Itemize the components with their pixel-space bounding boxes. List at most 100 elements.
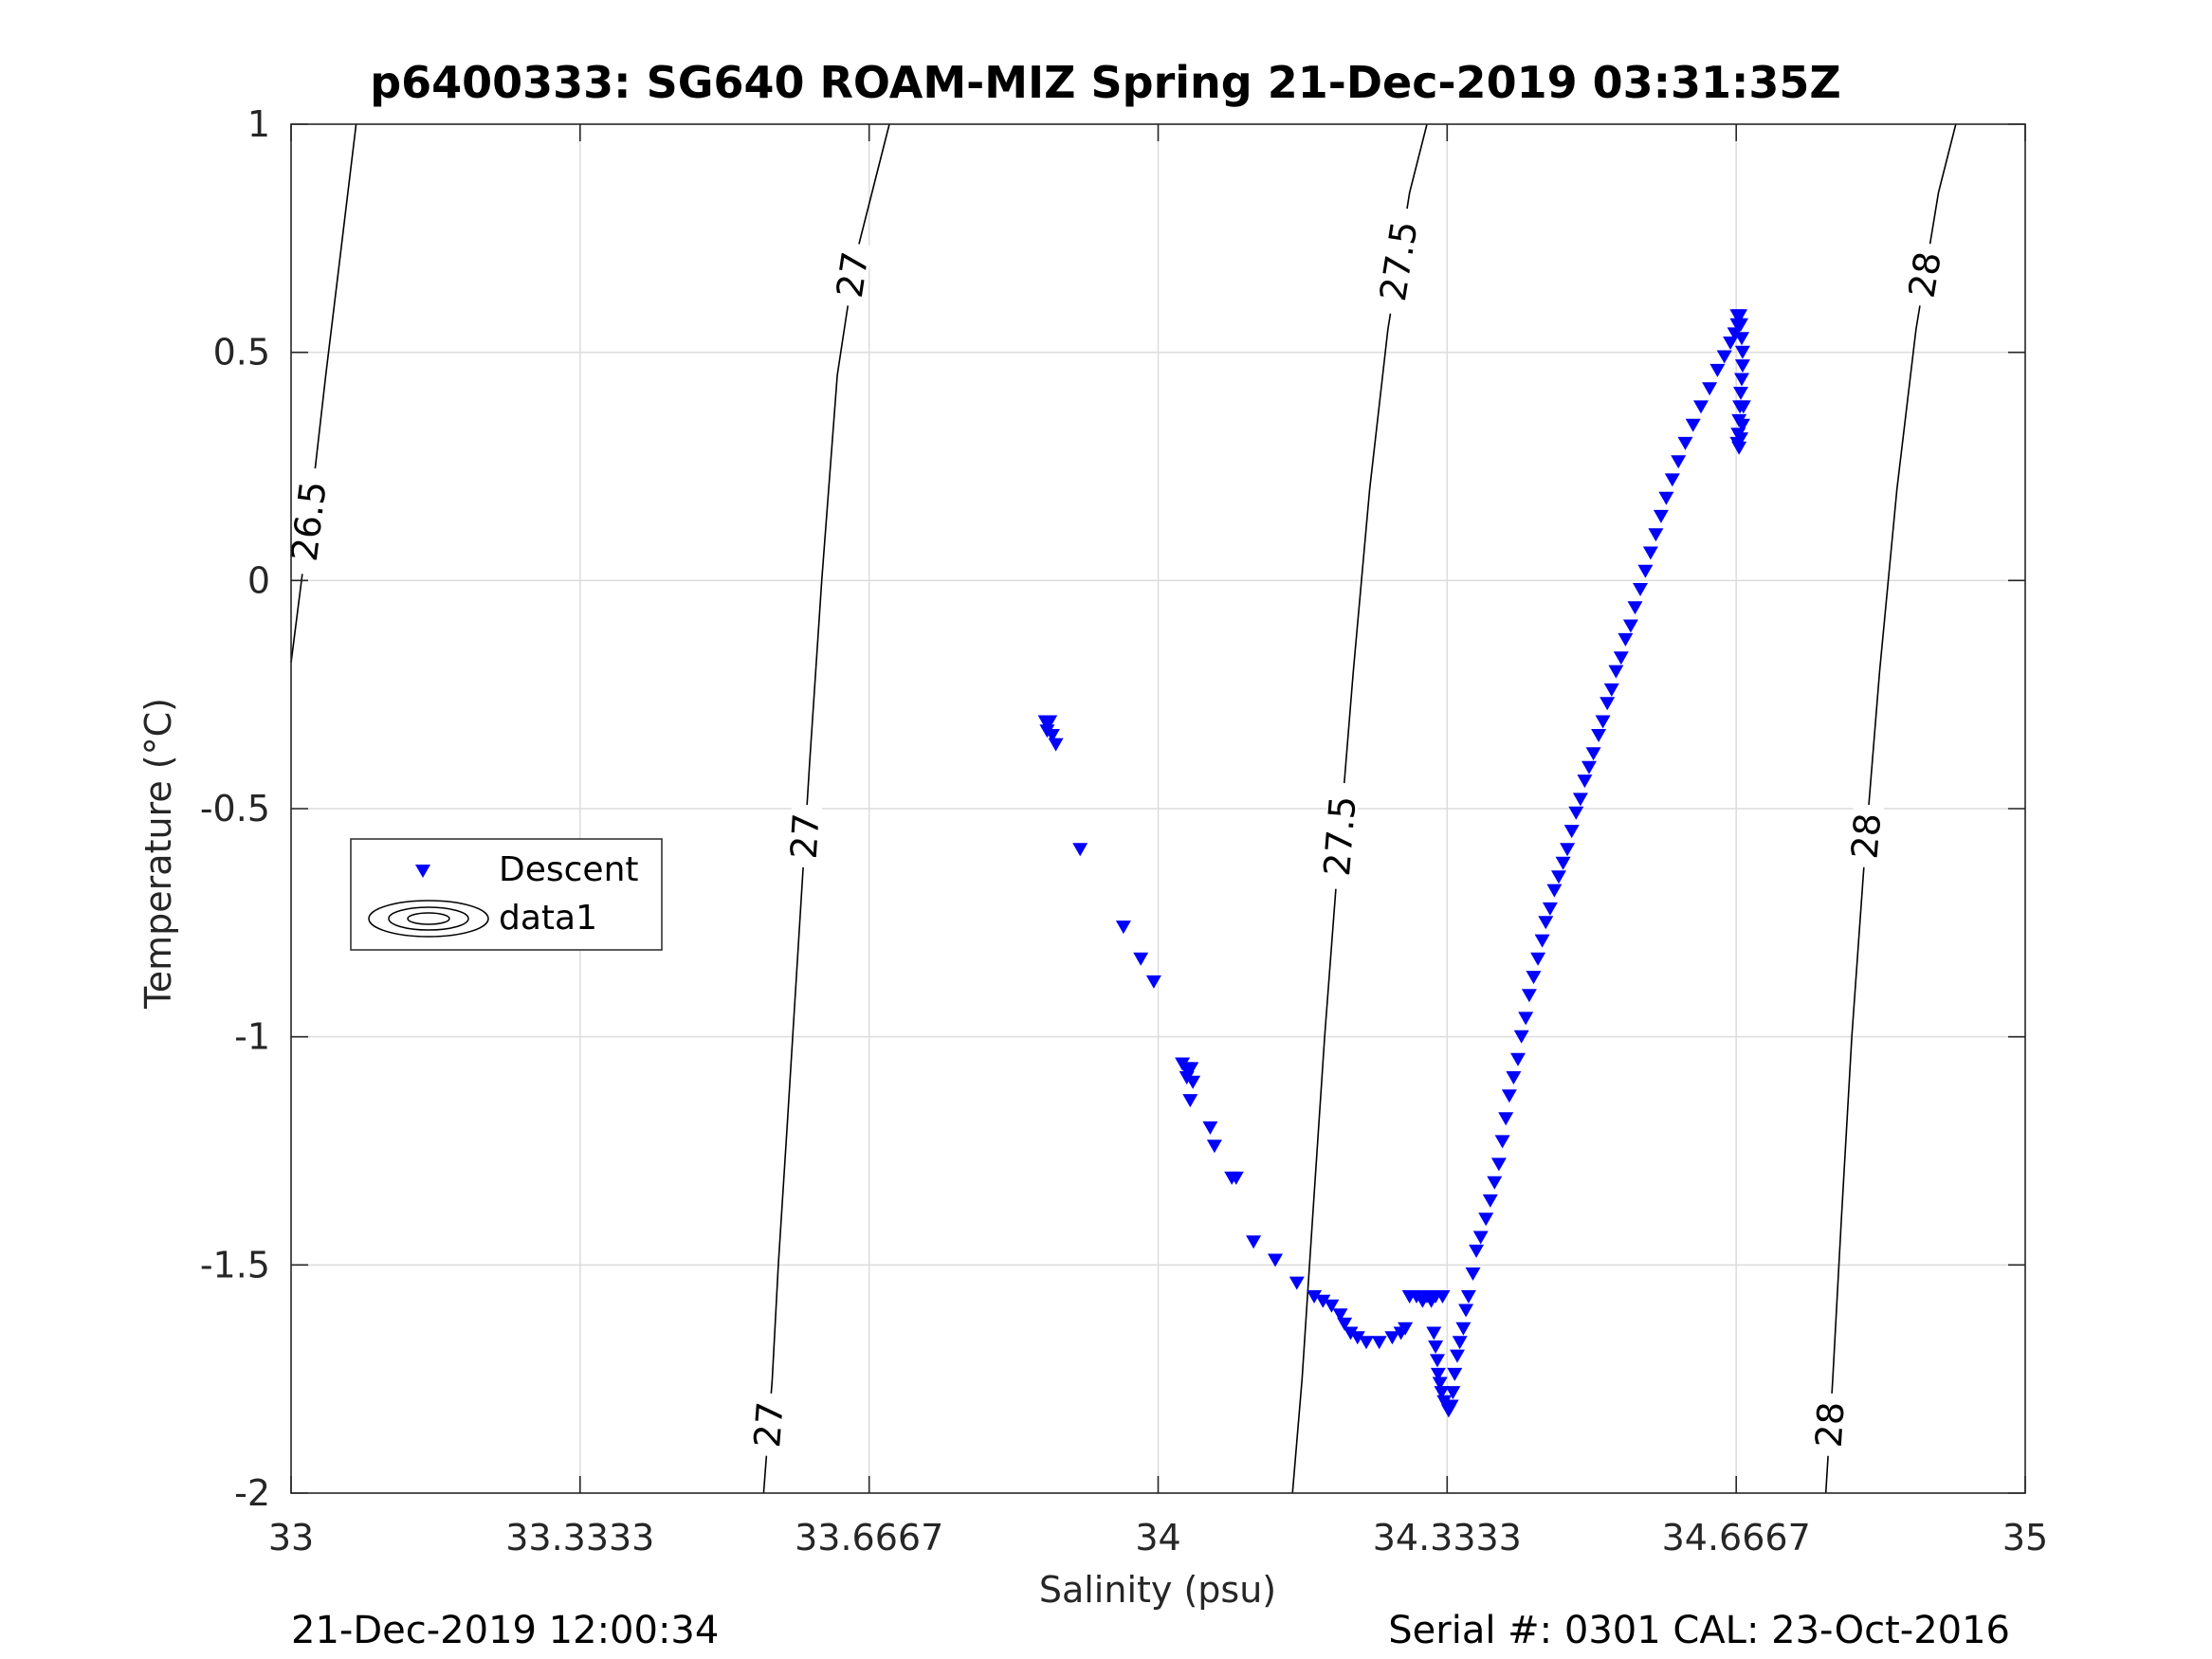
descent-point <box>1572 793 1588 807</box>
descent-point <box>1447 1367 1463 1381</box>
descent-point <box>1608 665 1624 679</box>
descent-point <box>1521 989 1537 1003</box>
descent-point <box>1435 1290 1451 1304</box>
grid <box>291 124 2025 1493</box>
descent-point <box>1702 382 1718 396</box>
contour-label-group: 27 <box>783 803 828 868</box>
y-axis-label: Temperature (°C) <box>137 698 179 1010</box>
contour-label-group: 28 <box>1901 241 1949 308</box>
x-tick-label: 33.6667 <box>795 1517 943 1559</box>
descent-point <box>1733 318 1748 332</box>
descent-point <box>1716 350 1732 364</box>
descent-point <box>1202 1121 1218 1135</box>
descent-point <box>1618 632 1634 647</box>
descent-point <box>1734 345 1750 359</box>
descent-point <box>1183 1062 1199 1076</box>
descent-point <box>1458 1304 1474 1318</box>
descent-point <box>1653 509 1669 523</box>
legend-box <box>350 838 663 951</box>
descent-point <box>1526 971 1542 985</box>
descent-point <box>1530 952 1546 966</box>
descent-point <box>1490 1158 1507 1172</box>
y-tick-label: -1 <box>234 1016 270 1058</box>
descent-point <box>1685 418 1701 432</box>
descent-point <box>1568 806 1584 820</box>
contour-label-group: 28 <box>1808 1392 1853 1457</box>
descent-point <box>1482 1194 1498 1208</box>
descent-point <box>1731 441 1747 455</box>
contour-label-bg <box>832 241 872 308</box>
descent-point <box>1246 1235 1262 1249</box>
descent-point <box>1307 1290 1323 1304</box>
descent-point <box>1658 491 1674 505</box>
contour-label-group: 27 <box>746 1392 792 1457</box>
legend-label-descent: Descent <box>499 850 639 889</box>
contour-label-bg <box>1905 241 1946 308</box>
descent-point <box>1450 1349 1465 1363</box>
descent-point <box>1185 1075 1201 1089</box>
descent-point <box>1677 436 1693 450</box>
descent-point <box>1534 934 1550 948</box>
descent-point <box>1664 473 1680 487</box>
descent-point <box>1563 825 1580 839</box>
descent-point <box>1048 738 1064 752</box>
descent-point <box>1577 775 1593 789</box>
descent-point <box>1432 1376 1448 1391</box>
x-tick-label: 34 <box>1135 1517 1180 1559</box>
descent-point <box>1733 432 1748 447</box>
descent-point <box>1228 1171 1244 1185</box>
x-tick-label: 33.3333 <box>505 1517 654 1559</box>
legend-label-data1: data1 <box>499 899 597 938</box>
y-tick-label: 0 <box>247 559 270 601</box>
y-tick-label: -2 <box>234 1472 270 1514</box>
descent-point <box>1206 1139 1222 1154</box>
descent-point <box>1332 1308 1348 1322</box>
y-tick-label: -0.5 <box>200 788 270 830</box>
descent-point <box>1426 1326 1442 1340</box>
descent-point <box>1542 902 1558 916</box>
descent-point <box>1513 1030 1529 1044</box>
legend-descent-marker <box>415 865 430 878</box>
descent-point <box>1734 359 1750 374</box>
descent-point <box>1551 870 1566 884</box>
legend: Descent data1 <box>350 838 663 951</box>
descent-point <box>1735 400 1751 414</box>
descent-point <box>1506 1071 1522 1085</box>
descent-point <box>1510 1052 1526 1066</box>
contour-label-bg <box>751 1392 787 1457</box>
descent-point <box>1115 921 1131 935</box>
contour-label: 27 <box>746 1400 792 1449</box>
descent-point <box>1671 455 1687 469</box>
descent-point <box>1072 843 1088 857</box>
descent-point <box>1487 1176 1503 1190</box>
contour-label-bg <box>1320 781 1360 891</box>
descent-point <box>1044 729 1060 742</box>
y-tick-labels: -2 -1.5 -1 -0.5 0 0.5 1 <box>200 103 270 1514</box>
contour-label-group: 28 <box>1844 803 1889 869</box>
axes <box>290 123 2026 1494</box>
descent-point <box>1600 697 1616 711</box>
footer-serial-cal: Serial #: 0301 CAL: 23-Oct-2016 <box>1388 1609 2010 1652</box>
descent-point <box>1733 387 1748 400</box>
contour-label: 27 <box>829 249 877 301</box>
descent-point <box>1585 747 1601 761</box>
contour-label: 27.5 <box>1316 794 1364 878</box>
descent-point <box>1324 1299 1340 1313</box>
descent-point <box>1452 1336 1468 1350</box>
x-tick-label: 33 <box>268 1517 314 1559</box>
descent-point <box>1518 1012 1534 1026</box>
descent-point <box>1709 363 1726 377</box>
contour-label-bg <box>788 803 823 868</box>
descent-point <box>1182 1094 1198 1108</box>
descent-point <box>1622 619 1638 633</box>
contour-label-bg <box>1848 803 1884 869</box>
descent-point <box>1472 1231 1489 1245</box>
descent-point <box>1613 651 1629 665</box>
contour-label-group: 27.5 <box>1316 781 1364 891</box>
descent-point <box>1501 1089 1517 1103</box>
descent-point <box>1469 1244 1485 1258</box>
contour-label-bg <box>1375 206 1422 317</box>
descent-point <box>1595 715 1611 729</box>
